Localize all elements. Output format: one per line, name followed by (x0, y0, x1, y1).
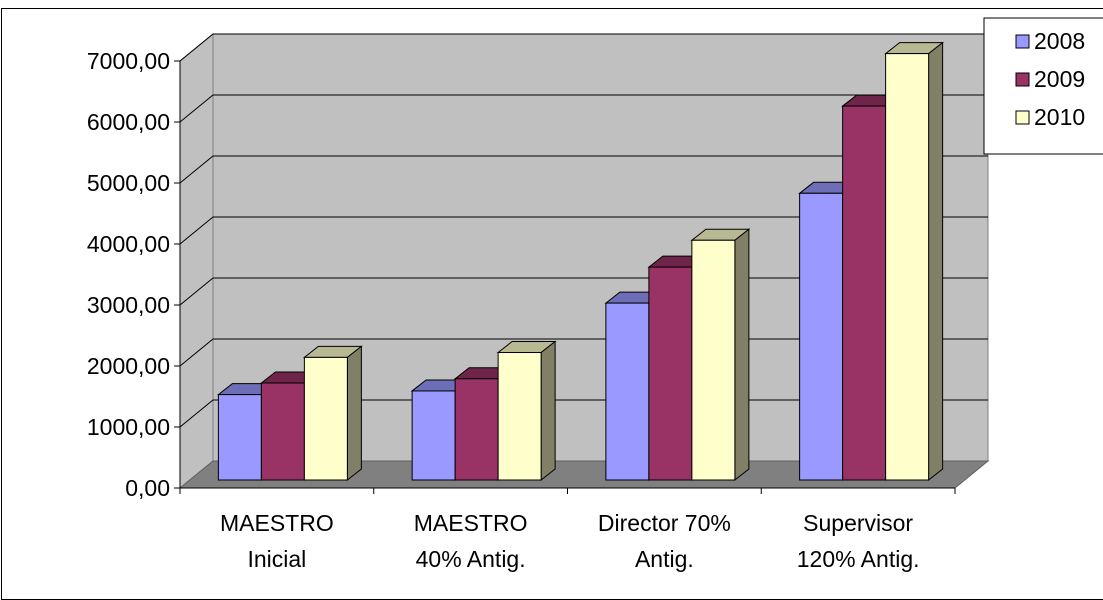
gridline (179, 94, 988, 123)
legend-box (983, 17, 1103, 155)
x-category-label: 120% Antig. (797, 546, 920, 572)
legend-label: 2010 (1034, 104, 1085, 130)
bar-side-2010 (346, 345, 362, 482)
x-category-label: Inicial (247, 546, 306, 572)
bar-2008 (605, 302, 650, 481)
x-category-label: MAESTRO (414, 510, 528, 536)
x-category-label: Supervisor (803, 510, 913, 536)
y-tick-label: 5000,00 (87, 170, 170, 196)
bar-side-2010 (540, 340, 556, 482)
x-category-label: Director 70% (598, 510, 731, 536)
bar-2008 (411, 390, 456, 481)
y-tick-label: 7000,00 (87, 48, 170, 74)
bar-2009 (842, 105, 887, 481)
x-category-label: 40% Antig. (416, 546, 526, 572)
bar-2010 (303, 356, 348, 481)
bar-side-2010 (928, 41, 944, 482)
bar-2008 (799, 192, 844, 481)
y-tick-label: 6000,00 (87, 109, 170, 135)
y-tick-label: 2000,00 (87, 353, 170, 379)
x-category-label: Antig. (635, 546, 694, 572)
gridline (179, 155, 988, 184)
legend-swatch-2010 (1015, 110, 1030, 125)
bar-2009 (260, 382, 305, 481)
bar-2010 (497, 352, 542, 481)
legend-swatch-2008 (1015, 34, 1030, 49)
bar-2008 (217, 394, 262, 481)
bar-2010 (885, 53, 930, 481)
legend-label: 2008 (1034, 28, 1085, 54)
bar-2009 (648, 266, 693, 481)
y-tick-label: 4000,00 (87, 231, 170, 257)
bar-2010 (691, 239, 736, 481)
x-category-label: MAESTRO (220, 510, 334, 536)
chart-side-wall (179, 32, 214, 490)
bar-2009 (454, 378, 499, 481)
bar-side-2010 (734, 228, 750, 482)
y-tick-label: 1000,00 (87, 414, 170, 440)
legend-label: 2009 (1034, 66, 1085, 92)
gridline (179, 33, 988, 62)
y-tick-label: 3000,00 (87, 292, 170, 318)
legend-swatch-2009 (1015, 72, 1030, 87)
y-tick-label: 0,00 (125, 475, 170, 501)
gridline (179, 216, 988, 245)
